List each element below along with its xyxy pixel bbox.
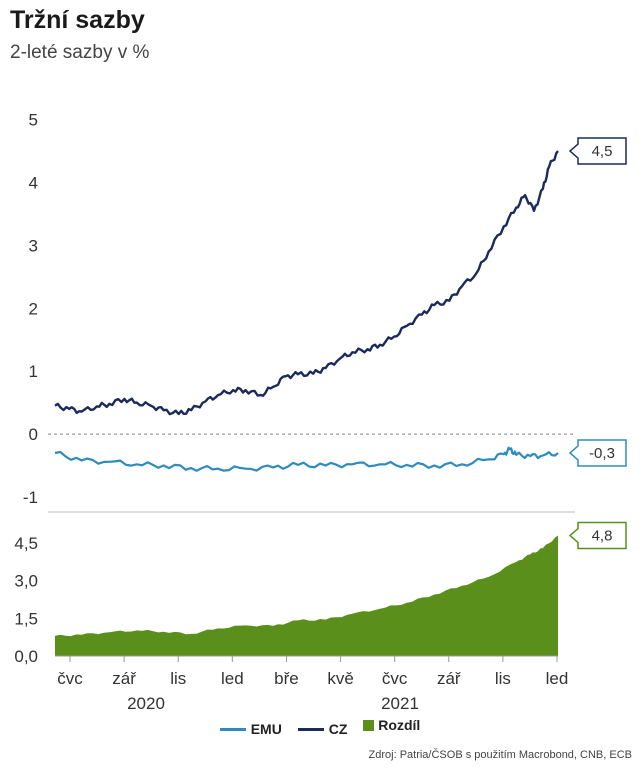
legend-swatch-emu xyxy=(219,727,246,731)
callout-box-cz xyxy=(568,137,627,165)
y-tick-label: 2 xyxy=(29,299,38,318)
x-tick-label: čvc xyxy=(382,669,408,688)
y-tick-label: 0,0 xyxy=(14,647,38,666)
legend: EMU CZ Rozdíl xyxy=(0,717,640,737)
x-tick-label: zář xyxy=(437,669,461,688)
y-tick-label: 3 xyxy=(29,236,38,255)
legend-label-emu: EMU xyxy=(250,721,282,737)
end-callout-cz: 4,5 xyxy=(568,137,627,165)
x-tick-label: lis xyxy=(495,669,511,688)
y-tick-label: 4 xyxy=(29,173,38,192)
y-tick-label: 1 xyxy=(29,362,38,381)
spread-panel: 4,5 3,0 1,5 0,0 4,8 xyxy=(14,521,627,666)
y-tick-label: 1,5 xyxy=(14,609,38,628)
callout-label-emu: -0,3 xyxy=(589,445,615,462)
legend-swatch-cz xyxy=(297,727,324,731)
y-tick-label: 0 xyxy=(29,425,38,444)
legend-item-cz: CZ xyxy=(297,721,348,737)
legend-label-rozdil: Rozdíl xyxy=(378,717,421,733)
chart-title: Tržní sazby xyxy=(10,6,145,34)
series-line-emu xyxy=(54,446,559,472)
x-tick-label: led xyxy=(546,669,569,688)
end-callout-emu: -0,3 xyxy=(568,439,627,467)
series-area-rozdil xyxy=(55,535,558,656)
source-note: Zdroj: Patria/ČSOB s použitím Macrobond,… xyxy=(368,749,632,761)
x-tick-label: led xyxy=(221,669,244,688)
callout-label-cz: 4,5 xyxy=(592,143,613,160)
rates-panel: 5 4 3 2 1 0 -1 4,5 -0,3 xyxy=(23,111,627,513)
x-tick-label: čvc xyxy=(57,669,83,688)
x-tick-label: bře xyxy=(274,669,299,688)
callout-box-rozdil xyxy=(568,521,627,550)
callout-label-rozdil: 4,8 xyxy=(592,528,613,545)
legend-swatch-rozdil xyxy=(363,719,375,731)
legend-item-emu: EMU xyxy=(219,721,282,737)
y-tick-label: 3,0 xyxy=(14,572,38,591)
callout-box-emu xyxy=(568,439,627,467)
y-tick-label: 5 xyxy=(29,111,38,130)
year-label-2021: 2021 xyxy=(381,694,419,713)
legend-item-rozdil: Rozdíl xyxy=(363,717,420,733)
x-tick-label: lis xyxy=(170,669,186,688)
chart-subtitle: 2-leté sazby v % xyxy=(10,42,150,63)
x-tick-label: zář xyxy=(112,669,136,688)
year-label-2020: 2020 xyxy=(127,694,165,713)
x-axis: čvc zář lis led bře kvě čvc zář lis led 2020 2021 xyxy=(55,655,569,713)
y-tick-label: -1 xyxy=(23,488,38,507)
x-tick-label: kvě xyxy=(327,669,353,688)
end-callout-rozdil: 4,8 xyxy=(568,521,627,550)
legend-label-cz: CZ xyxy=(328,721,348,737)
series-line-cz xyxy=(54,150,559,416)
y-tick-label: 4,5 xyxy=(14,534,38,553)
